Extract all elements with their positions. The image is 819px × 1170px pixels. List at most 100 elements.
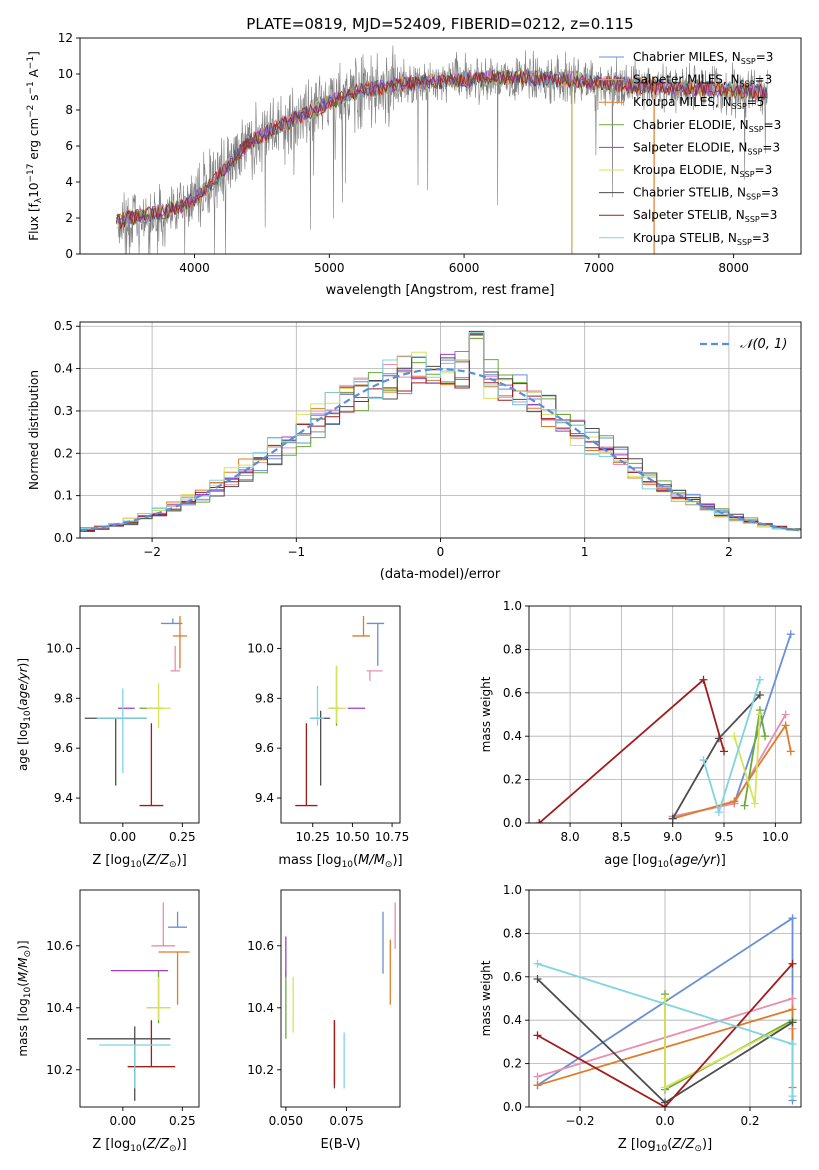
x-tick-label: 0.25	[169, 830, 196, 844]
weight-marker	[533, 1072, 542, 1081]
axes-frame	[528, 889, 802, 1108]
y-tick-label: 9.8	[255, 691, 274, 705]
plot-area	[295, 615, 385, 807]
plot-area	[87, 902, 190, 1101]
weight-marker	[714, 808, 723, 817]
weight-marker	[788, 1040, 797, 1049]
y-tick-label: 0.8	[503, 642, 522, 656]
label-part: =3	[764, 118, 782, 132]
label-part: −1	[26, 81, 36, 94]
label-part: 10	[130, 860, 142, 870]
x-tick-label: 5000	[314, 261, 345, 275]
weight-marker	[668, 814, 677, 823]
axes-frame	[79, 605, 200, 824]
weight-marker	[740, 801, 749, 810]
label-part: )]	[16, 658, 30, 667]
axes-frame	[79, 321, 802, 539]
label-part: Salpeter STELIB, N	[633, 208, 745, 222]
weight-marker	[533, 974, 542, 983]
legend-label-7: Salpeter STELIB, NSSP=3	[633, 208, 777, 224]
weight-line-4	[664, 998, 793, 1089]
label-part: age [log	[604, 853, 657, 868]
x-tick-label: 1	[581, 545, 589, 559]
label-part: Chabrier ELODIE, N	[633, 118, 749, 132]
label-part: 10	[656, 1144, 668, 1154]
weight-marker	[781, 710, 790, 719]
y-tick-label: 0.4	[54, 362, 73, 376]
x-tick-label: 7000	[584, 261, 615, 275]
x-axis-label: mass [log10(M/M⊙)]	[278, 853, 402, 870]
y-tick-label: 0.4	[503, 729, 522, 743]
y-tick-label: 10.6	[46, 939, 73, 953]
y-tick-label: 10.4	[46, 1001, 73, 1015]
label-part: Kroupa ELODIE, N	[633, 163, 740, 177]
x-tick-label: 0.25	[169, 1114, 196, 1128]
label-part: age/yr	[16, 666, 30, 705]
weight-marker	[788, 914, 797, 923]
weight-marker	[533, 959, 542, 968]
y-tick-label: 0.6	[503, 686, 522, 700]
y-tick-label: 0.0	[54, 531, 73, 545]
plot-area	[84, 615, 188, 807]
label-part: )]	[702, 1137, 712, 1152]
weight-line-2	[672, 723, 792, 820]
y-tick-label: 9.8	[54, 691, 73, 705]
label-part: =3	[760, 208, 778, 222]
normal-curve	[80, 367, 801, 532]
y-tick-label: 9.6	[54, 741, 73, 755]
label-part: SSP	[745, 215, 760, 224]
label-part: SSP	[732, 102, 747, 111]
label-part: ⊙	[694, 1144, 702, 1154]
label-part: 10	[657, 860, 669, 870]
weight-marker	[786, 747, 795, 756]
weight-marker	[535, 819, 544, 823]
label-part: Z/Z	[671, 1137, 695, 1152]
y-tick-label: 8	[65, 103, 73, 117]
weight-marker	[788, 959, 797, 968]
x-tick-label: 2	[725, 545, 733, 559]
label-part: ⊙	[169, 860, 177, 870]
label-part: SSP	[737, 238, 752, 247]
label-part: SSP	[747, 147, 762, 156]
y-tick-label: 4	[65, 175, 73, 189]
label-part: −17	[26, 164, 36, 183]
label-part: −2	[26, 105, 36, 118]
label-part: λ	[34, 197, 44, 203]
y-tick-label: 0.2	[54, 446, 73, 460]
y-tick-label: 10	[58, 67, 73, 81]
label-part: −1	[26, 56, 36, 69]
x-axis-label: E(B-V)	[320, 1137, 360, 1152]
panel-age-vs-mass: 10.25 10.50 10.75 9.4 9.6 9.8 10.0 mass [log10(…	[247, 605, 409, 870]
y-tick-label: 1.0	[503, 883, 522, 897]
legend-label-1: Salpeter MILES, NSSP=3	[633, 73, 772, 89]
y-tick-label: 10.4	[247, 1001, 274, 1015]
y-tick-label: 2	[65, 211, 73, 225]
legend-label-0: Chabrier MILES, NSSP=3	[633, 50, 773, 66]
y-tick-label: 0.2	[503, 1057, 522, 1071]
label-part: Z/Z	[146, 853, 170, 868]
y-tick-label: 0.4	[503, 1013, 522, 1027]
weight-marker	[788, 1018, 797, 1027]
label-part: (	[142, 1137, 147, 1152]
weight-marker	[781, 721, 790, 730]
label-part: ]	[27, 51, 41, 56]
label-part: ⊙	[169, 1144, 177, 1154]
axes-frame	[280, 605, 401, 824]
x-tick-label: 8.5	[612, 830, 631, 844]
x-tick-label: −1	[287, 545, 305, 559]
label-part: Chabrier MILES, N	[633, 50, 741, 64]
label-part: mass [log	[16, 998, 30, 1056]
x-tick-label: 4000	[179, 261, 210, 275]
label-part: Normed distribution	[27, 370, 41, 490]
label-part: (	[142, 853, 147, 868]
label-part: (	[16, 982, 30, 987]
label-part: (	[353, 853, 358, 868]
axes-frame	[280, 889, 401, 1108]
plot-area	[529, 890, 801, 1107]
y-tick-label: 0	[65, 247, 73, 261]
label-part: Z [log	[618, 1137, 656, 1152]
label-part: (	[667, 1137, 672, 1152]
y-tick-label: 0.5	[54, 319, 73, 333]
